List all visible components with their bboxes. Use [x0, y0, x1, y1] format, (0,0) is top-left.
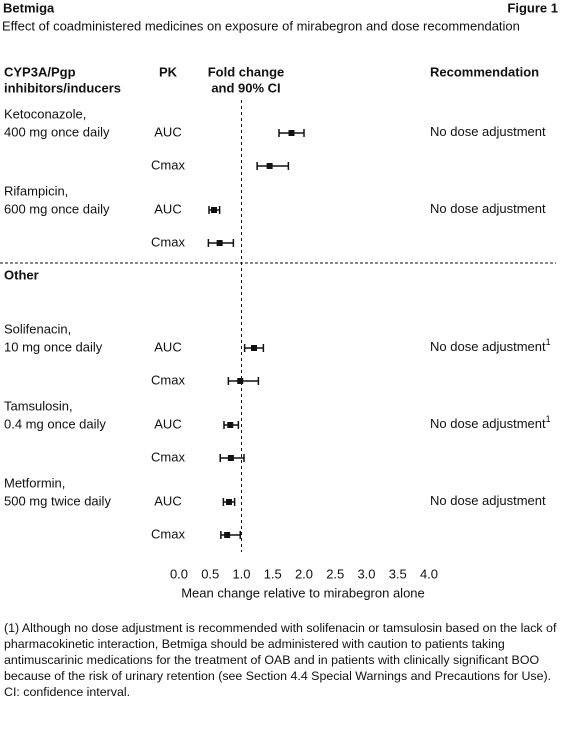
recommendation: No dose adjustment	[430, 493, 546, 508]
point-estimate	[216, 240, 223, 246]
recommendation: No dose adjustment	[430, 124, 546, 139]
point-estimate	[266, 163, 273, 169]
column-header: Recommendation	[430, 64, 539, 79]
column-header: inhibitors/inducers	[4, 80, 121, 95]
recommendation-text: No dose adjustment	[430, 493, 546, 508]
recommendation-text: No dose adjustment	[430, 201, 546, 216]
x-tick-label: 2.0	[295, 566, 313, 581]
drug-name: Tamsulosin,	[4, 398, 73, 413]
point-estimate	[226, 499, 232, 505]
x-tick-label: 0.0	[170, 566, 188, 581]
pk-label: AUC	[154, 493, 181, 508]
pk-label: AUC	[154, 416, 181, 431]
pk-label: AUC	[154, 124, 181, 139]
point-estimate	[251, 345, 257, 351]
pk-label: Cmax	[151, 449, 185, 464]
point-estimate	[288, 130, 295, 136]
chart: Betmiga Figure 1 Effect of coadministere…	[0, 0, 558, 600]
drug-name: Ketoconazole,	[4, 106, 86, 121]
x-tick-label: 3.0	[357, 566, 375, 581]
recommendation-text: No dose adjustment	[430, 416, 546, 431]
pk-label: AUC	[154, 339, 181, 354]
column-header: PK	[159, 64, 178, 79]
drug-name: Metformin,	[4, 475, 65, 490]
figure-label: Figure 1	[507, 0, 558, 15]
footnote-mark: 1	[546, 337, 551, 347]
drug-name: 500 mg twice daily	[4, 493, 111, 508]
pk-label: Cmax	[151, 157, 185, 172]
point-estimate	[224, 532, 231, 538]
brand: Betmiga	[3, 0, 55, 15]
point-estimate	[227, 422, 234, 428]
x-tick-label: 0.5	[201, 566, 219, 581]
point-estimate	[237, 378, 244, 384]
point-estimate	[211, 207, 217, 213]
column-header: Fold change	[208, 64, 285, 79]
recommendation: No dose adjustment	[430, 201, 546, 216]
x-axis-label: Mean change relative to mirabegron alone	[181, 585, 425, 600]
recommendation-text: No dose adjustment	[430, 339, 546, 354]
x-tick-label: 1.5	[264, 566, 282, 581]
pk-label: Cmax	[151, 372, 185, 387]
column-header: and 90% CI	[211, 80, 280, 95]
point-estimate	[227, 455, 234, 461]
footnote: CI: confidence interval.	[4, 685, 131, 699]
section-label: Other	[4, 267, 39, 282]
x-tick-label: 4.0	[420, 566, 438, 581]
drug-name: 0.4 mg once daily	[4, 416, 106, 431]
pk-label: Cmax	[151, 526, 185, 541]
drug-name: 400 mg once daily	[4, 124, 110, 139]
drug-name: 10 mg once daily	[4, 339, 103, 354]
recommendation: No dose adjustment1	[430, 414, 551, 431]
x-tick-label: 3.5	[389, 566, 407, 581]
x-tick-label: 2.5	[326, 566, 344, 581]
x-tick-label: 1.0	[232, 566, 250, 581]
recommendation-text: No dose adjustment	[430, 124, 546, 139]
recommendation: No dose adjustment1	[430, 337, 551, 354]
drug-name: 600 mg once daily	[4, 201, 110, 216]
footnotes: (1) Although no dose adjustment is recom…	[4, 620, 560, 700]
pk-label: Cmax	[151, 234, 185, 249]
footnote: (1) Although no dose adjustment is recom…	[4, 621, 557, 683]
pk-label: AUC	[154, 201, 181, 216]
drug-name: Solifenacin,	[4, 321, 71, 336]
chart-title: Effect of coadministered medicines on ex…	[2, 18, 520, 33]
column-header: CYP3A/Pgp	[4, 64, 76, 79]
footnote-mark: 1	[546, 414, 551, 424]
drug-name: Rifampicin,	[4, 183, 68, 198]
